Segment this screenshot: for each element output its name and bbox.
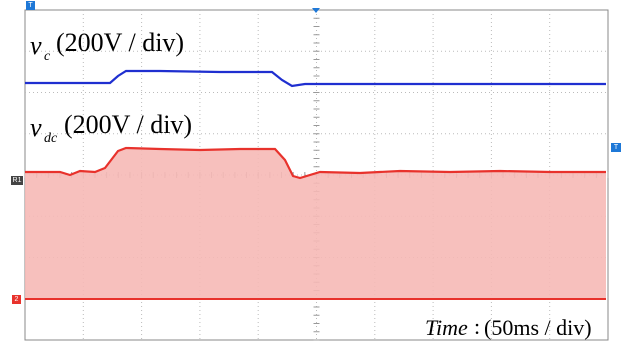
vdc-scale: (200V / div) <box>64 110 192 139</box>
time-separator: : <box>474 314 480 339</box>
vc-symbol: v <box>30 31 42 60</box>
vdc-subscript: dc <box>44 131 58 146</box>
trigger-level-label: T <box>614 144 619 151</box>
channel-marker-label: 2 <box>15 296 19 303</box>
oscilloscope: v c (200V / div) v dc (200V / div) Time … <box>0 0 625 348</box>
ref-marker-label: R1 <box>13 177 22 184</box>
trigger-marker-label: T <box>28 2 33 9</box>
vc-subscript: c <box>44 49 51 64</box>
time-scale: (50ms / div) <box>484 315 592 340</box>
vc-scale: (200V / div) <box>56 28 184 57</box>
time-symbol: Time <box>425 315 468 340</box>
vdc-symbol: v <box>30 113 42 142</box>
